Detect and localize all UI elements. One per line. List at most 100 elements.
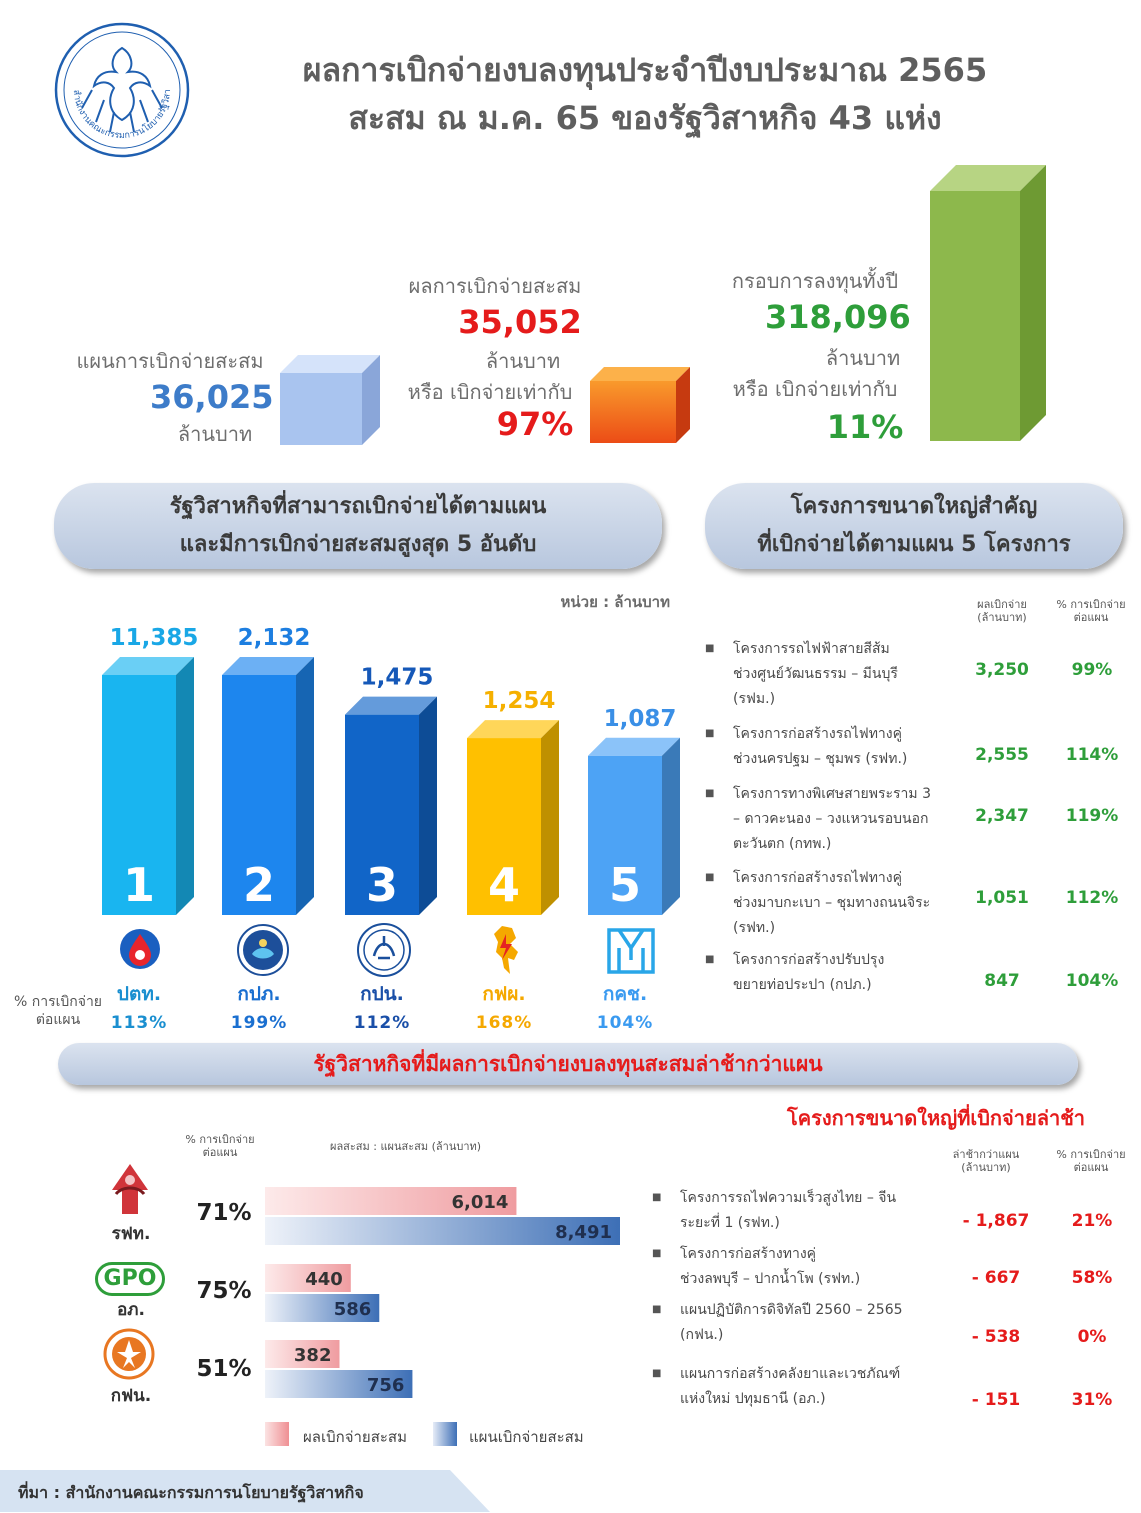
major-col-amount-header: ผลเบิกจ่าย (ล้านบาท) (960, 598, 1044, 624)
actual-ratio-label: หรือ เบิกจ่ายเท่ากับ (407, 380, 573, 404)
project-delay-amount: - 538 (971, 1327, 1021, 1347)
pwa-logo-icon (237, 924, 289, 980)
delayed-legend: ผลเบิกจ่ายสะสม แผนเบิกจ่ายสะสม (265, 1422, 685, 1450)
pct-of-plan: 168% (476, 1013, 533, 1033)
srt-label: รฟท. (111, 1224, 151, 1244)
page-subtitle: สะสม ณ ม.ค. 65 ของรัฐวิสาหกิจ 43 แห่ง (348, 99, 942, 137)
plan-label: แผนการเบิกจ่ายสะสม (76, 349, 264, 373)
mea-logo-icon (103, 1328, 155, 1384)
framework-bar (930, 165, 1050, 449)
plan-value: 36,025 (150, 378, 274, 416)
bullet-icon: ■ (652, 1192, 662, 1203)
project-name-line: แผนปฏิบัติการดิจิทัลปี 2560 – 2565 (680, 1302, 903, 1318)
project-name-line: ช่วงศูนย์วัฒนธรรม – มีนบุรี (733, 666, 898, 682)
bar-value-label: 1,475 (361, 665, 434, 691)
delayed-row-1: 6,014 8,491 71% (196, 1187, 620, 1245)
project-delay-amount: - 667 (971, 1268, 1021, 1288)
bar-top-face (222, 657, 314, 675)
project-name: โครงการก่อสร้างทางคู่ช่วงลพบุรี – ปากน้ำ… (680, 1242, 945, 1292)
actual-value: 6,014 (452, 1192, 509, 1213)
bar-side-face (176, 657, 194, 915)
delayed-col-pct-line1: % การเบิกจ่าย (1056, 1148, 1126, 1161)
bullet-icon: ■ (705, 643, 715, 654)
actual-label: ผลการเบิกจ่ายสะสม (408, 274, 582, 298)
gpo-logo-text: GPO (103, 1266, 157, 1291)
project-amount: 847 (984, 971, 1020, 991)
bar-2: 2 2,132 กปภ. 199% (222, 625, 314, 1033)
actual-bar (265, 1264, 351, 1292)
org-label: กปภ. (237, 983, 280, 1005)
actual-value: 35,052 (458, 303, 582, 341)
project-name-line: ช่วงนครปฐม – ชุมพร (รฟท.) (733, 751, 908, 767)
delayed-col-pct-line2: ต่อแผน (1073, 1161, 1109, 1174)
pct-of-plan: 113% (111, 1013, 168, 1033)
bar-side-face (662, 737, 680, 915)
project-name-line: โครงการก่อสร้างทางคู่ (680, 1246, 817, 1262)
bullet-icon: ■ (705, 788, 715, 799)
project-name: โครงการก่อสร้างปรับปรุง ขยายท่อประปา (กปภ… (733, 948, 953, 998)
plan-unit: ล้านบาท (177, 422, 253, 446)
actual-value: 440 (305, 1269, 343, 1290)
project-name-line: แห่งใหม่ ปทุมธานี (อภ.) (680, 1391, 826, 1407)
major-col-amount-line1: ผลเบิกจ่าย (977, 598, 1027, 611)
project-delay-amount: - 151 (971, 1390, 1021, 1410)
delayed-pct: 71% (196, 1200, 251, 1226)
delayed-heading-text: รัฐวิสาหกิจที่มีผลการเบิกจ่ายงบลงทุนสะสม… (313, 1052, 823, 1076)
project-name-line: โครงการก่อสร้างรถไฟทางคู่ (733, 726, 902, 742)
legend-plan-label: แผนเบิกจ่ายสะสม (469, 1428, 584, 1446)
project-name-line: ขยายท่อประปา (กปภ.) (733, 977, 872, 993)
bar-front-face (588, 755, 662, 915)
bar-side-face (296, 657, 314, 915)
plan-value: 8,491 (555, 1222, 612, 1243)
org-label: ปตท. (117, 983, 161, 1005)
actual-ratio: 97% (496, 405, 574, 443)
project-pct: 114% (1065, 745, 1119, 765)
org-label: กฟผ. (482, 983, 525, 1005)
framework-ratio-label: หรือ เบิกจ่ายเท่ากับ (732, 377, 898, 401)
bar-front-face (222, 675, 296, 915)
pct-of-plan: 104% (597, 1013, 654, 1033)
project-name-line: โครงการก่อสร้างรถไฟทางคู่ (733, 870, 902, 886)
egat-logo-icon (488, 924, 526, 980)
major-projects-heading: โครงการขนาดใหญ่สำคัญ ที่เบิกจ่ายได้ตามแผ… (705, 483, 1123, 569)
bar-top-face (588, 737, 680, 756)
project-amount: 2,347 (975, 806, 1029, 826)
delayed-row-2: 440 586 75% (196, 1264, 380, 1322)
plan-bar (265, 1217, 620, 1245)
plan-bar (265, 1370, 413, 1398)
plan-cube (280, 355, 385, 451)
project-name-line: (รฟม.) (733, 691, 776, 707)
bar-front-face (102, 675, 176, 915)
pct-of-plan: 199% (231, 1013, 288, 1033)
delayed-bars-header: ผลสะสม : แผนสะสม (ล้านบาท) (330, 1140, 482, 1153)
actual-value: 382 (294, 1345, 332, 1366)
bar-front-face (345, 714, 419, 915)
framework-value: 318,096 (765, 298, 911, 336)
bar-3: 3 1,475 กปน. 112% (345, 665, 437, 1033)
project-pct: 58% (1071, 1268, 1113, 1288)
pct-label-line2: ต่อแผน (35, 1012, 81, 1028)
plan-value: 756 (367, 1375, 405, 1396)
actual-cube (590, 367, 695, 449)
bar-top-face (345, 696, 437, 715)
pct-label-line1: % การเบิกจ่าย (13, 994, 103, 1010)
delayed-col-pct-header: % การเบิกจ่าย ต่อแผน (1046, 1148, 1136, 1174)
pct-of-plan-label: % การเบิกจ่าย ต่อแผน (8, 993, 108, 1029)
delayed-col-amount-line1: ล่าช้ากว่าแผน (952, 1148, 1020, 1161)
project-name-line: (รฟท.) (733, 920, 776, 936)
top5-bar-chart: 1 11,385 ปตท. 113% 2 2,132 กปภ. 199% 3 1,475 กปน. 1… (102, 625, 680, 1033)
rank-number: 3 (366, 858, 398, 912)
project-amount: 2,555 (975, 745, 1029, 765)
bar-5: 5 1,087 กคช. 104% (588, 706, 680, 1033)
project-name-line: โครงการรถไฟความเร็วสูงไทย – จีน (680, 1190, 897, 1206)
delayed-col-amount-line2: (ล้านบาท) (961, 1161, 1011, 1174)
delayed-bar-chart: 6,014 8,491 71% 440 586 75% 382 756 51% (196, 1187, 620, 1398)
project-name-line: ช่วงลพบุรี – ปากน้ำโพ (รฟท.) (680, 1271, 861, 1287)
delayed-projects-heading: โครงการขนาดใหญ่ที่เบิกจ่ายล่าช้า (740, 1102, 1085, 1134)
project-name-line: – ดาวคะนอง – วงแหวนรอบนอก (733, 811, 929, 827)
project-name-line: ตะวันตก (กทพ.) (733, 836, 832, 852)
bar-top-face (102, 657, 194, 675)
source-text: ที่มา : สำนักงานคณะกรรมการนโยบายรัฐวิสาห… (18, 1483, 364, 1502)
plan-value: 586 (334, 1299, 372, 1320)
major-projects-heading-line2: ที่เบิกจ่ายได้ตามแผน 5 โครงการ (757, 532, 1071, 557)
